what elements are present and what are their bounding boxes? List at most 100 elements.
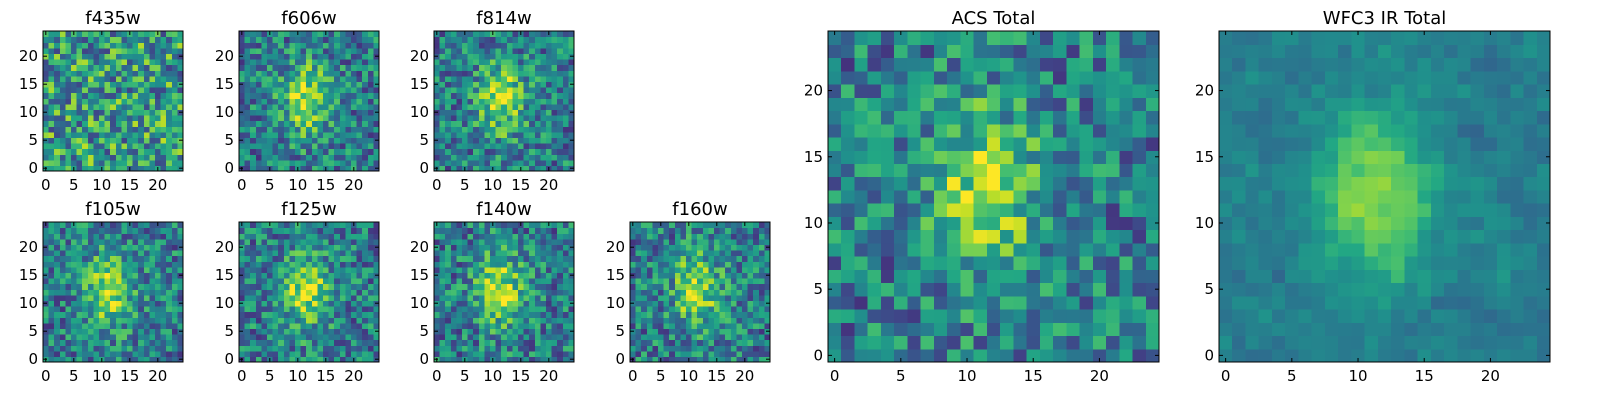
heatmap-cell: [462, 294, 469, 301]
heatmap-cell: [708, 272, 715, 279]
heatmap-cell: [439, 261, 446, 268]
heatmap-cell: [250, 120, 257, 127]
heatmap-cell: [99, 300, 106, 307]
heatmap-cell: [635, 272, 642, 279]
heatmap-cell: [546, 103, 553, 110]
heatmap-cell: [742, 266, 749, 273]
heatmap-cell: [143, 165, 150, 172]
heatmap-cell: [317, 339, 324, 346]
heatmap-cell: [110, 356, 117, 363]
heatmap-cell: [311, 278, 318, 285]
heatmap-cell: [986, 256, 1001, 270]
heatmap-cell: [540, 300, 547, 307]
heatmap-cell: [467, 64, 474, 71]
heatmap-cell: [255, 70, 262, 77]
heatmap-cell: [1066, 176, 1081, 191]
heatmap-cell: [373, 42, 380, 49]
heatmap-cell: [339, 64, 346, 71]
heatmap-cell: [680, 227, 687, 234]
heatmap-cell: [495, 148, 502, 155]
heatmap-cell: [495, 36, 502, 43]
heatmap-cell: [300, 222, 307, 229]
heatmap-cell: [171, 238, 178, 245]
heatmap-cell: [334, 272, 341, 279]
heatmap-cell: [635, 255, 642, 262]
heatmap-cell: [244, 250, 251, 257]
heatmap-cell: [71, 120, 78, 127]
heatmap-cell: [255, 131, 262, 138]
heatmap-cell: [149, 255, 156, 262]
heatmap-cell: [255, 272, 262, 279]
heatmap-cell: [59, 311, 66, 318]
heatmap-cell: [345, 109, 352, 116]
heatmap-cell: [278, 317, 285, 324]
heatmap-cell: [456, 294, 463, 301]
heatmap-cell: [697, 244, 704, 251]
heatmap-cell: [43, 87, 50, 94]
heatmap-cell: [149, 227, 156, 234]
heatmap-cell: [986, 163, 1001, 178]
heatmap-cell: [730, 244, 737, 251]
heatmap-cell: [345, 143, 352, 150]
heatmap-cell: [473, 227, 480, 234]
heatmap-cell: [518, 109, 525, 116]
heatmap-cell: [1079, 335, 1094, 350]
heatmap-cell: [295, 64, 302, 71]
heatmap-cell: [445, 36, 452, 43]
heatmap-cell: [255, 103, 262, 110]
heatmap-cell: [166, 131, 173, 138]
heatmap-cell: [99, 103, 106, 110]
heatmap-cell: [1119, 309, 1134, 323]
heatmap-cell: [478, 53, 485, 60]
heatmap-cell: [947, 216, 961, 231]
heatmap-cell: [278, 238, 285, 245]
heatmap-cell: [345, 98, 352, 105]
heatmap-cell: [244, 81, 251, 88]
heatmap-cell: [562, 115, 569, 122]
heatmap-cell: [59, 42, 66, 49]
heatmap-cell: [708, 317, 715, 324]
heatmap-cell: [663, 300, 670, 307]
heatmap-cell: [306, 131, 313, 138]
heatmap-cell: [328, 227, 335, 234]
heatmap-cell: [272, 356, 279, 363]
heatmap-cell: [736, 306, 743, 313]
heatmap-cell: [121, 131, 128, 138]
heatmap-cell: [311, 283, 318, 290]
heatmap-cell: [171, 109, 178, 116]
heatmap-cell: [149, 36, 156, 43]
heatmap-cell: [149, 103, 156, 110]
heatmap-cell: [551, 272, 558, 279]
heatmap-cell: [467, 345, 474, 352]
heatmap-cell: [177, 283, 184, 290]
heatmap-cell: [434, 154, 441, 161]
heatmap-cell: [367, 283, 374, 290]
heatmap-cell: [166, 266, 173, 273]
heatmap-cell: [467, 294, 474, 301]
heatmap-cell: [244, 36, 251, 43]
heatmap-cell: [434, 103, 441, 110]
heatmap-cell: [283, 278, 290, 285]
heatmap-cell: [540, 311, 547, 318]
heatmap-cell: [244, 255, 251, 262]
heatmap-cell: [362, 266, 369, 273]
heatmap-cell: [506, 294, 513, 301]
heatmap-cell: [255, 306, 262, 313]
heatmap-cell: [244, 261, 251, 268]
heatmap-cell: [450, 261, 457, 268]
heatmap-cell: [59, 283, 66, 290]
heatmap-cell: [59, 233, 66, 240]
heatmap-cell: [328, 31, 335, 38]
heatmap-cell: [551, 154, 558, 161]
heatmap-cell: [764, 283, 771, 290]
heatmap-cell: [110, 328, 117, 335]
heatmap-cell: [48, 92, 55, 99]
heatmap-cell: [149, 311, 156, 318]
heatmap-cell: [177, 266, 184, 273]
y-tick-label: 20: [606, 238, 625, 256]
heatmap-cell: [87, 222, 94, 229]
heatmap-cell: [306, 227, 313, 234]
heatmap-cell: [295, 159, 302, 166]
heatmap-cell: [250, 87, 257, 94]
heatmap-cell: [367, 75, 374, 82]
